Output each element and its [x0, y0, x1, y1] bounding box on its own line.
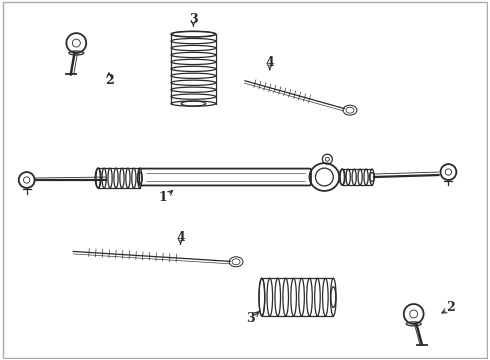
Text: 2: 2: [105, 74, 113, 87]
Text: 3: 3: [189, 13, 197, 26]
Text: 2: 2: [446, 301, 455, 314]
Text: 1: 1: [158, 192, 167, 204]
Text: 4: 4: [176, 231, 185, 244]
Text: 3: 3: [245, 312, 254, 325]
Text: 4: 4: [266, 57, 274, 69]
